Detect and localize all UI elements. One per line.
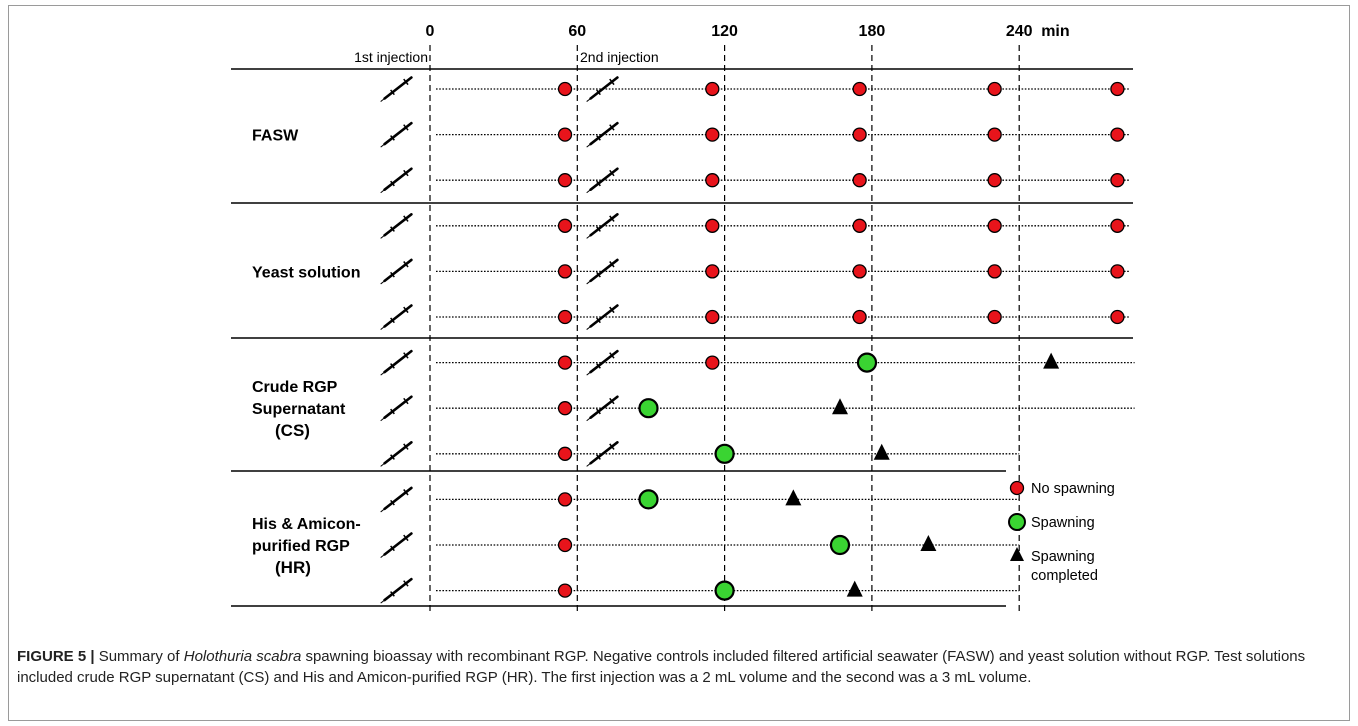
spawning-marker (638, 398, 659, 419)
syringe-icon (586, 395, 619, 422)
no-spawning-marker (705, 309, 720, 325)
no-spawning-marker (987, 173, 1002, 188)
syringe-icon (380, 167, 413, 194)
legend-spawning-completed-marker (1010, 547, 1024, 561)
syringe-icon (586, 441, 619, 467)
caption-text-pre: Summary of (94, 648, 184, 665)
no-spawning-marker (987, 127, 1002, 142)
no-spawning-marker (557, 173, 573, 188)
group-label: FASW (252, 128, 299, 145)
time-unit-label: min (1041, 23, 1069, 40)
no-spawning-marker (705, 173, 720, 188)
syringe-icon (380, 76, 413, 102)
syringe-icon (380, 441, 413, 467)
spawning-completed-marker (846, 580, 863, 597)
no-spawning-marker (705, 127, 720, 142)
no-spawning-marker (557, 583, 573, 598)
syringe-icon (586, 76, 619, 102)
no-spawning-marker (557, 401, 573, 416)
legend-spawning-marker (1008, 513, 1026, 531)
no-spawning-marker (1110, 173, 1125, 188)
time-tick-label: 60 (568, 23, 586, 40)
no-spawning-marker (557, 446, 573, 461)
no-spawning-marker (1110, 81, 1125, 97)
time-tick-label: 0 (426, 23, 435, 40)
spawning-completed-marker (785, 489, 802, 506)
syringe-icon (380, 121, 413, 148)
legend-label: No spawning (1031, 481, 1115, 497)
caption-figure-label: FIGURE 5 | (17, 648, 95, 665)
no-spawning-marker (987, 81, 1002, 97)
group-label: His & Amicon-purified RGP (HR) (252, 516, 361, 577)
caption-text-post: spawning bioassay with recombinant RGP. … (17, 648, 1306, 686)
no-spawning-marker (852, 81, 867, 97)
spawning-marker (829, 534, 851, 556)
legend-label: Spawning (1031, 515, 1095, 531)
spawning-marker (856, 352, 878, 373)
legend-label: completed (1031, 568, 1098, 584)
no-spawning-marker (705, 81, 720, 97)
no-spawning-marker (557, 355, 573, 370)
syringe-icon (586, 304, 619, 330)
figure-frame (8, 5, 1350, 721)
no-spawning-marker (1110, 309, 1125, 325)
spawning-completed-marker (920, 535, 937, 551)
spawning-marker (638, 489, 659, 510)
no-spawning-marker (852, 264, 867, 279)
group-label: Crude RGP Supernatant (CS) (252, 379, 346, 440)
spawning-timeline-diagram: 0 60 120 180 240 min 1st injection 2nd injectio… (231, 23, 1135, 612)
no-spawning-marker (557, 127, 573, 142)
no-spawning-marker (1110, 264, 1125, 279)
first-injection-label: 1st injection (354, 49, 428, 65)
caption-species: Holothuria scabra (183, 648, 302, 665)
spawning-marker (714, 443, 735, 464)
syringe-icon (586, 349, 619, 376)
no-spawning-marker (557, 81, 573, 97)
figure-caption: FIGURE 5 | Summary of Holothuria scabra … (17, 646, 1347, 688)
no-spawning-marker (987, 309, 1002, 325)
no-spawning-marker (705, 355, 720, 370)
syringe-icon (380, 258, 413, 285)
spawning-marker (714, 580, 735, 601)
spawning-completed-marker (873, 443, 890, 460)
no-spawning-marker (705, 264, 720, 279)
syringe-icon (380, 349, 413, 376)
no-spawning-marker (557, 218, 573, 233)
time-tick-label: 240 (1006, 23, 1033, 40)
syringe-icon (586, 121, 619, 148)
time-tick-label: 120 (711, 23, 738, 40)
no-spawning-marker (852, 173, 867, 188)
no-spawning-marker (705, 218, 720, 233)
legend-label: Spawning (1031, 549, 1095, 565)
syringe-icon (380, 532, 413, 558)
time-tick-label: 180 (859, 23, 886, 40)
syringe-icon (586, 213, 619, 239)
syringe-icon (380, 213, 413, 239)
syringe-icon (380, 486, 413, 513)
legend-no-spawning-marker (1009, 480, 1025, 496)
group-label: Yeast solution (252, 264, 360, 281)
no-spawning-marker (557, 537, 573, 553)
syringe-icon (380, 304, 413, 330)
no-spawning-marker (557, 309, 573, 325)
no-spawning-marker (852, 309, 867, 325)
no-spawning-marker (557, 492, 573, 507)
spawning-completed-marker (831, 398, 848, 415)
syringe-icon (380, 577, 413, 604)
syringe-icon (586, 258, 619, 285)
spawning-completed-marker (1043, 352, 1060, 369)
no-spawning-marker (852, 127, 867, 142)
syringe-icon (380, 395, 413, 422)
syringe-icon (586, 167, 619, 194)
second-injection-label: 2nd injection (580, 49, 659, 65)
no-spawning-marker (987, 218, 1002, 233)
no-spawning-marker (852, 218, 867, 233)
no-spawning-marker (1110, 127, 1125, 142)
no-spawning-marker (987, 264, 1002, 279)
no-spawning-marker (1110, 218, 1125, 233)
no-spawning-marker (557, 264, 573, 279)
